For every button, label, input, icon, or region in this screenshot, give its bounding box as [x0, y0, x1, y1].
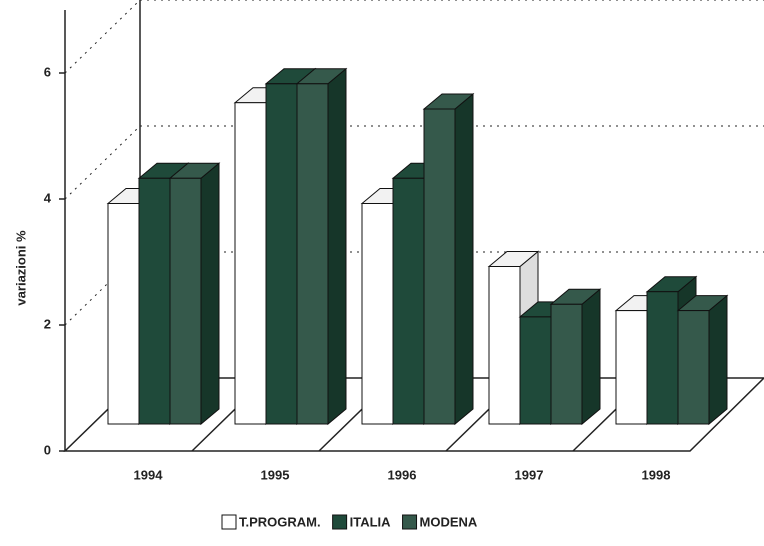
- bar: [646, 291, 679, 425]
- legend-swatch: [332, 514, 348, 530]
- y-tick-label: 4: [44, 190, 52, 205]
- bar: [107, 203, 140, 425]
- bar-side: [327, 67, 347, 426]
- legend-label: ITALIA: [350, 514, 392, 529]
- bar: [615, 310, 648, 425]
- bar-side: [581, 288, 601, 426]
- bar: [392, 177, 425, 425]
- x-tick-label: 1996: [388, 467, 417, 482]
- x-tick-label: 1998: [642, 467, 671, 482]
- bar: [488, 266, 521, 425]
- y-tick-label: 0: [44, 442, 51, 457]
- legend-swatch: [221, 514, 237, 530]
- grid-line: [64, 0, 141, 74]
- bar: [423, 108, 456, 425]
- bar-side: [708, 294, 728, 426]
- bar: [361, 203, 394, 425]
- legend-label: T.PROGRAM.: [239, 514, 321, 529]
- legend-label: MODENA: [420, 514, 478, 529]
- y-axis-label: variazioni %: [13, 230, 28, 306]
- legend-swatch: [402, 514, 418, 530]
- bar: [296, 83, 329, 425]
- bar-side: [454, 92, 474, 426]
- bar-side: [200, 162, 220, 426]
- bar: [234, 102, 267, 425]
- bar: [138, 177, 171, 425]
- x-tick-label: 1995: [261, 467, 290, 482]
- y-tick-label: 2: [44, 316, 51, 331]
- bar: [519, 316, 552, 425]
- bar: [265, 83, 298, 425]
- x-tick-label: 1994: [134, 467, 164, 482]
- bar: [550, 303, 583, 425]
- y-tick-label: 6: [44, 64, 51, 79]
- bar: [677, 310, 710, 425]
- x-tick-label: 1997: [515, 467, 544, 482]
- bar: [169, 177, 202, 425]
